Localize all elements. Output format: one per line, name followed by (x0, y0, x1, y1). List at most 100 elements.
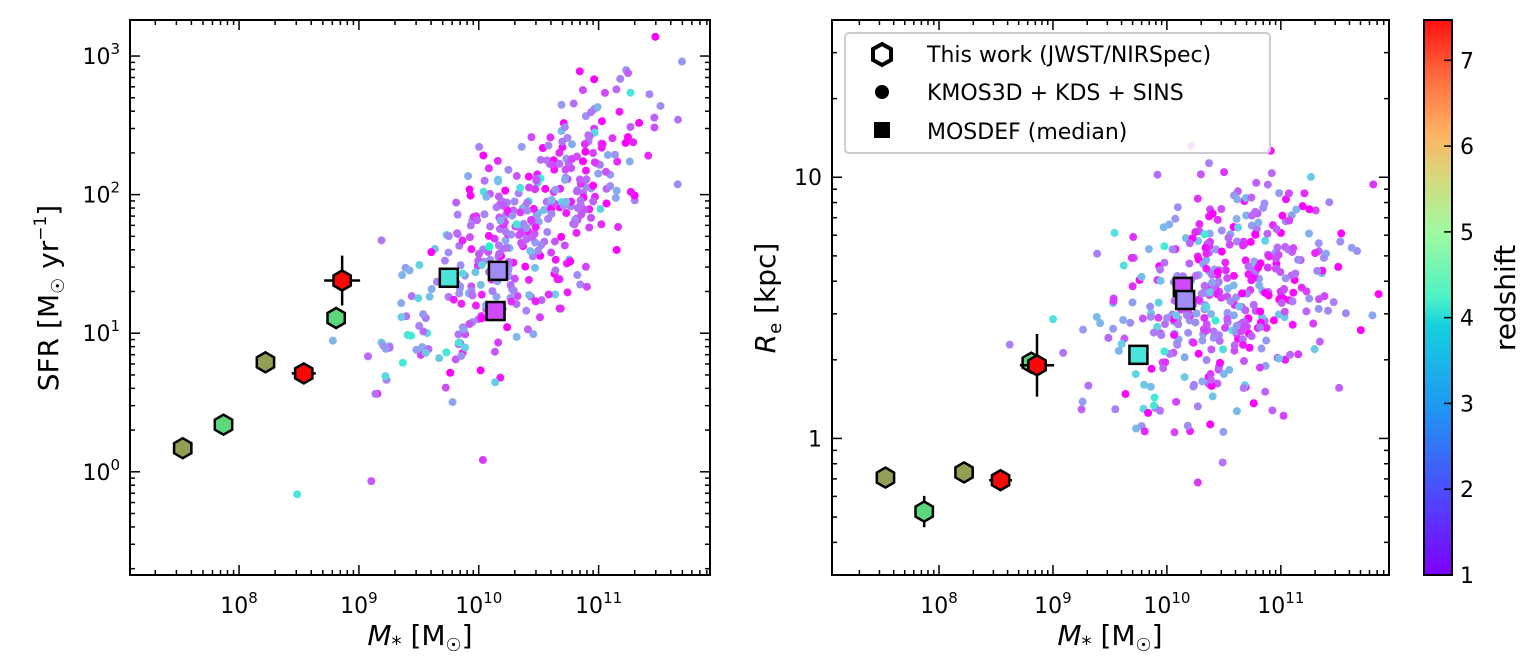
kmos-point (465, 185, 474, 194)
kmos-point (476, 366, 485, 375)
kmos-point (537, 241, 546, 250)
kmos-point (586, 213, 595, 222)
kmos-point (1213, 267, 1222, 276)
kmos-point (1211, 316, 1220, 325)
this-work-hexagon (875, 466, 896, 490)
kmos-point (1271, 264, 1280, 273)
kmos-point (621, 138, 630, 147)
kmos-point (435, 354, 444, 363)
kmos-point (453, 210, 462, 219)
kmos-point (1192, 309, 1201, 318)
kmos-point (496, 216, 505, 225)
kmos-point (425, 292, 434, 301)
kmos-point (516, 183, 525, 192)
kmos-point (494, 241, 503, 250)
kmos-point (1209, 327, 1218, 336)
kmos-point (1191, 318, 1200, 327)
kmos-point (1274, 310, 1283, 319)
kmos-point (1232, 293, 1241, 302)
kmos-point (1172, 311, 1181, 320)
kmos-point (503, 323, 512, 332)
kmos-point (1241, 306, 1250, 315)
kmos-point (468, 291, 477, 300)
kmos-point (523, 325, 532, 334)
kmos-point (614, 222, 623, 231)
colorbar-tick-label: 4 (1460, 307, 1474, 332)
kmos-point (598, 140, 607, 149)
kmos-point (625, 157, 634, 166)
kmos-point (1234, 223, 1243, 232)
kmos-point (452, 198, 461, 207)
kmos-point (1224, 233, 1233, 242)
kmos-point (1195, 220, 1204, 229)
x-tick-label: 108 (920, 589, 958, 619)
kmos-point (457, 299, 466, 308)
kmos-point (293, 490, 302, 499)
y-tick-label: 1 (808, 427, 822, 452)
kmos-point (629, 138, 638, 147)
kmos-point (572, 187, 581, 196)
kmos-point (589, 197, 598, 206)
kmos-point (1156, 265, 1165, 274)
kmos-point (1298, 202, 1307, 211)
kmos-point (575, 67, 584, 76)
kmos-point (1249, 399, 1258, 408)
kmos-point (1256, 259, 1265, 268)
kmos-point (381, 372, 390, 381)
kmos-point (1129, 233, 1138, 242)
kmos-point (1233, 195, 1242, 204)
kmos-point (510, 274, 519, 283)
kmos-point (1245, 343, 1254, 352)
kmos-point (488, 287, 497, 296)
kmos-point (397, 299, 406, 308)
kmos-point (1291, 269, 1300, 278)
colorbar-tick-label: 7 (1460, 49, 1474, 74)
kmos-point (523, 198, 532, 207)
kmos-point (1215, 336, 1224, 345)
kmos-point (1170, 428, 1179, 437)
kmos-point (504, 165, 513, 174)
kmos-point (1202, 356, 1211, 365)
kmos-point (398, 358, 407, 367)
kmos-point (560, 123, 569, 132)
kmos-point (541, 184, 550, 193)
kmos-point (1257, 344, 1266, 353)
kmos-point (414, 294, 423, 303)
kmos-point (1241, 322, 1250, 331)
kmos-point (453, 229, 462, 238)
kmos-point (580, 205, 589, 214)
kmos-point (1128, 282, 1137, 291)
kmos-point (674, 115, 683, 124)
this-work-hexagon (326, 306, 347, 330)
kmos-point (1232, 407, 1241, 416)
kmos-point (537, 296, 546, 305)
kmos-point (1311, 206, 1320, 215)
kmos-point (1232, 214, 1241, 223)
kmos-point (590, 158, 599, 167)
kmos-point (1138, 314, 1147, 323)
kmos-point (535, 313, 544, 322)
kmos-point (1252, 224, 1261, 233)
kmos-point (1271, 254, 1280, 263)
kmos-point (486, 222, 495, 231)
kmos-point (1219, 427, 1228, 436)
kmos-point (1078, 397, 1087, 406)
this-work-hexagon (1027, 353, 1047, 377)
kmos-point (1324, 306, 1333, 315)
mosdef-median-marker (438, 267, 460, 289)
kmos-point (512, 332, 521, 341)
kmos-point (1153, 170, 1162, 179)
colorbar-gradient (1423, 19, 1453, 576)
kmos-point (371, 389, 380, 398)
kmos-point (482, 192, 491, 201)
kmos-point (1149, 328, 1158, 337)
this-work-hexagon (213, 413, 234, 437)
legend-entry-this-work: This work (JWST/NIRSpec) (871, 41, 1211, 68)
kmos-point (508, 211, 517, 220)
kmos-point (524, 275, 533, 284)
x-tick-label: 109 (1034, 589, 1072, 619)
kmos-point (1096, 319, 1105, 328)
kmos-point (587, 108, 596, 117)
kmos-point (1209, 333, 1218, 342)
kmos-point (1232, 237, 1241, 246)
